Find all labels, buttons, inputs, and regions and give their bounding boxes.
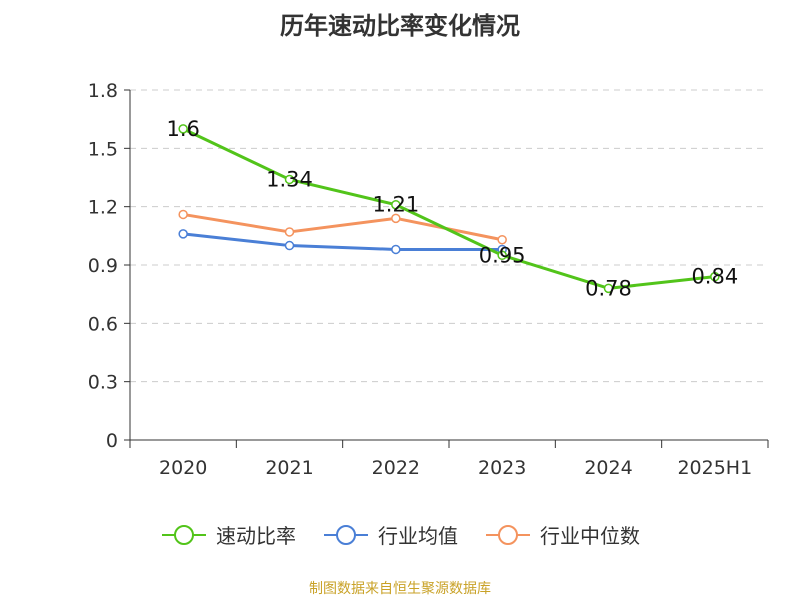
legend-label: 速动比率 — [216, 524, 296, 548]
data-point-0 — [391, 199, 401, 210]
data-point-2 — [391, 213, 401, 224]
data-point-0 — [178, 124, 188, 134]
y-tick-label: 0.3 — [88, 372, 118, 394]
source-text: 制图数据来自恒生聚源数据库 — [309, 581, 491, 597]
legend-label: 行业均值 — [378, 524, 458, 548]
x-tick-label: 2024 — [584, 457, 632, 479]
data-label: 0.78 — [585, 276, 632, 300]
data-point-2 — [178, 209, 188, 220]
data-point-1 — [284, 240, 295, 251]
data-point-2 — [284, 227, 295, 237]
legend-symbol-icon — [162, 524, 206, 545]
series-line-0 — [182, 127, 715, 290]
data-label: 1.34 — [266, 167, 313, 191]
legend-item: 速动比率 — [160, 520, 296, 549]
y-tick-label: 0.9 — [88, 255, 118, 277]
data-label: 0.84 — [691, 265, 738, 289]
series-line-2 — [182, 212, 503, 242]
data-point-0 — [497, 250, 507, 261]
data-label: 0.95 — [479, 243, 526, 267]
y-tick-label: 1.2 — [88, 197, 118, 219]
data-point-2 — [497, 234, 507, 245]
legend-item: 行业中位数 — [484, 520, 640, 549]
y-tick-label: 0 — [106, 430, 118, 452]
y-tick-label: 1.5 — [88, 138, 118, 160]
y-tick-label: 1.8 — [88, 80, 118, 102]
x-tick-label: 2022 — [372, 457, 420, 479]
x-tick-label: 2020 — [159, 457, 207, 479]
data-point-1 — [391, 244, 401, 255]
legend-label: 行业中位数 — [540, 524, 640, 548]
data-label: 1.21 — [372, 193, 419, 217]
x-tick-label: 2025H1 — [677, 457, 752, 479]
x-tick-label: 2021 — [265, 457, 313, 479]
data-point-0 — [284, 174, 295, 185]
chart-title: 历年速动比率变化情况 — [280, 12, 520, 40]
series-line-1 — [183, 232, 503, 251]
legend-symbol-icon — [486, 524, 530, 545]
legend-symbol-icon — [324, 524, 368, 545]
data-label: 1.6 — [166, 117, 199, 141]
data-point-0 — [710, 271, 720, 282]
legend: 速动比率 行业均值 行业中位数 — [0, 520, 800, 549]
data-point-1 — [178, 229, 188, 239]
x-tick-label: 2023 — [478, 457, 526, 479]
data-point-0 — [603, 283, 614, 294]
y-tick-label: 0.6 — [88, 313, 118, 335]
legend-item: 行业均值 — [322, 520, 458, 549]
